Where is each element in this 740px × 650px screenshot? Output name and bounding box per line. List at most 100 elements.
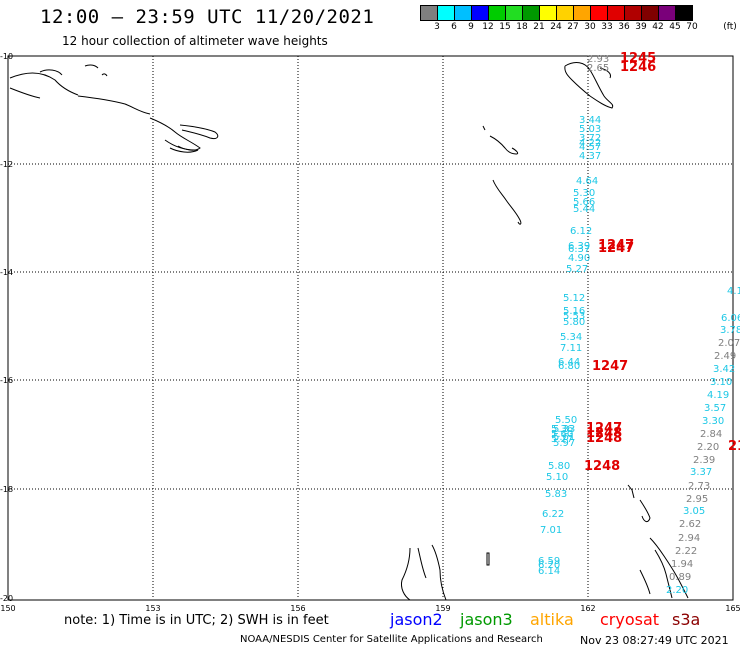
- wave-height-value: 2.94: [678, 533, 700, 544]
- wave-height-value: 7.11: [560, 343, 582, 354]
- color-swatch: [624, 5, 641, 21]
- color-scale-label: 36: [618, 22, 630, 32]
- color-scale-labels: 3 6 9 12 15 18 21 24 27 30 33 36 39 42 45 70 (ft): [420, 22, 740, 34]
- wave-height-value: 3.30: [702, 416, 724, 427]
- wave-height-value: 0.89: [669, 572, 691, 583]
- latitude-label: -14: [0, 268, 13, 277]
- longitude-label: 162: [580, 604, 595, 613]
- wave-height-value: 2.07: [718, 338, 740, 349]
- color-scale-bar: [420, 5, 693, 21]
- chart-title: 12:00 – 23:59 UTC 11/20/2021: [40, 6, 375, 28]
- wave-height-value: 5.27: [566, 264, 588, 275]
- wave-height-value: 3.44: [579, 115, 601, 126]
- wave-height-value: 5.34: [560, 332, 582, 343]
- longitude-label: 156: [290, 604, 305, 613]
- color-swatch: [488, 5, 505, 21]
- color-scale-label: 18: [516, 22, 528, 32]
- wave-height-value: 5.66: [573, 197, 595, 208]
- legend-s3a: s3a: [672, 610, 701, 629]
- wave-height-value: 1.94: [671, 559, 693, 570]
- color-scale-label: 39: [635, 22, 647, 32]
- wave-height-value: 4.22: [579, 138, 601, 149]
- legend-jason2: jason2: [390, 610, 443, 629]
- color-scale-label: 27: [567, 22, 579, 32]
- color-swatch: [539, 5, 556, 21]
- color-scale-unit: (ft): [723, 22, 737, 32]
- wave-height-value: 2.84: [700, 429, 722, 440]
- color-swatch: [471, 5, 488, 21]
- wave-height-value: 6.14: [538, 566, 560, 577]
- longitude-label: 153: [145, 604, 160, 613]
- color-scale-label: 9: [468, 22, 474, 32]
- longitude-label: 159: [435, 604, 450, 613]
- wave-height-value: 5.16: [563, 306, 585, 317]
- color-scale-label: 30: [584, 22, 596, 32]
- latitude-label: -18: [0, 485, 13, 494]
- wave-height-value: 5.10: [546, 472, 568, 483]
- coastlines: [9, 62, 689, 601]
- wave-height-value: 5.36: [551, 424, 573, 435]
- color-swatch: [556, 5, 573, 21]
- color-scale-label: 42: [652, 22, 664, 32]
- wave-height-value: 6.80: [558, 361, 580, 372]
- wave-height-value: 5.80: [563, 317, 585, 328]
- wave-height-value: 6.22: [542, 509, 564, 520]
- wave-height-value: 3.10: [710, 377, 732, 388]
- time-label: 1247: [586, 421, 622, 436]
- wave-height-value: 3.05: [683, 506, 705, 517]
- wave-height-value: 5.27: [551, 434, 573, 445]
- time-label: 1248: [586, 431, 622, 446]
- wave-height-value: 5.12: [563, 293, 585, 304]
- time-label: 1247: [598, 241, 634, 256]
- color-scale-label: 12: [482, 22, 494, 32]
- wave-height-value: 4.57: [579, 142, 601, 153]
- color-swatch: [573, 5, 590, 21]
- color-scale-label: 33: [601, 22, 613, 32]
- wave-height-value: 3.72: [579, 133, 601, 144]
- wave-height-value: 5.30: [573, 188, 595, 199]
- wave-height-value: 3.42: [713, 364, 735, 375]
- color-scale-label: 70: [686, 22, 698, 32]
- wave-height-value: 6.37: [568, 244, 590, 255]
- color-swatch: [675, 5, 693, 21]
- color-swatch: [454, 5, 471, 21]
- legend-jason3: jason3: [460, 610, 513, 629]
- wave-height-value: 6.39: [568, 241, 590, 252]
- time-label: 1247: [592, 359, 628, 374]
- map-frame: [7, 55, 734, 601]
- wave-height-value: 3.78: [720, 325, 740, 336]
- wave-height-value: 2.93: [587, 54, 609, 65]
- wave-height-value: 5.50: [555, 415, 577, 426]
- wave-height-value: 4.37: [579, 151, 601, 162]
- wave-height-value: 4.1: [727, 286, 740, 297]
- wave-height-value: 5.80: [548, 461, 570, 472]
- color-swatch: [437, 5, 454, 21]
- generation-timestamp: Nov 23 08:27:49 UTC 2021: [580, 634, 729, 647]
- wave-height-value: 6.20: [538, 560, 560, 571]
- latitude-label: -12: [0, 160, 13, 169]
- color-swatch: [522, 5, 539, 21]
- chart-subtitle: 12 hour collection of altimeter wave hei…: [62, 34, 328, 48]
- color-scale-label: 21: [533, 22, 545, 32]
- lat-lon-grid: [8, 56, 733, 598]
- wave-height-value: 2.95: [686, 494, 708, 505]
- longitude-label: 165: [725, 604, 740, 613]
- wave-height-value: 5.53: [563, 311, 585, 322]
- wave-height-value: 5.03: [579, 124, 601, 135]
- time-label: 1247: [598, 238, 634, 253]
- wave-height-value: 4.64: [576, 176, 598, 187]
- wave-height-value: 5.33: [553, 424, 575, 435]
- color-scale-label: 24: [550, 22, 562, 32]
- time-label: 1246: [620, 60, 656, 75]
- color-scale-label: 45: [669, 22, 681, 32]
- color-swatch: [641, 5, 658, 21]
- wave-height-value: 2.62: [679, 519, 701, 530]
- time-label: 1248: [586, 426, 622, 441]
- latitude-label: -10: [0, 52, 13, 61]
- legend-altika: altika: [530, 610, 574, 629]
- wave-height-value: 2.39: [693, 455, 715, 466]
- wave-height-value: 5.61: [553, 432, 575, 443]
- footnote: note: 1) Time is in UTC; 2) SWH is in fe…: [64, 613, 329, 628]
